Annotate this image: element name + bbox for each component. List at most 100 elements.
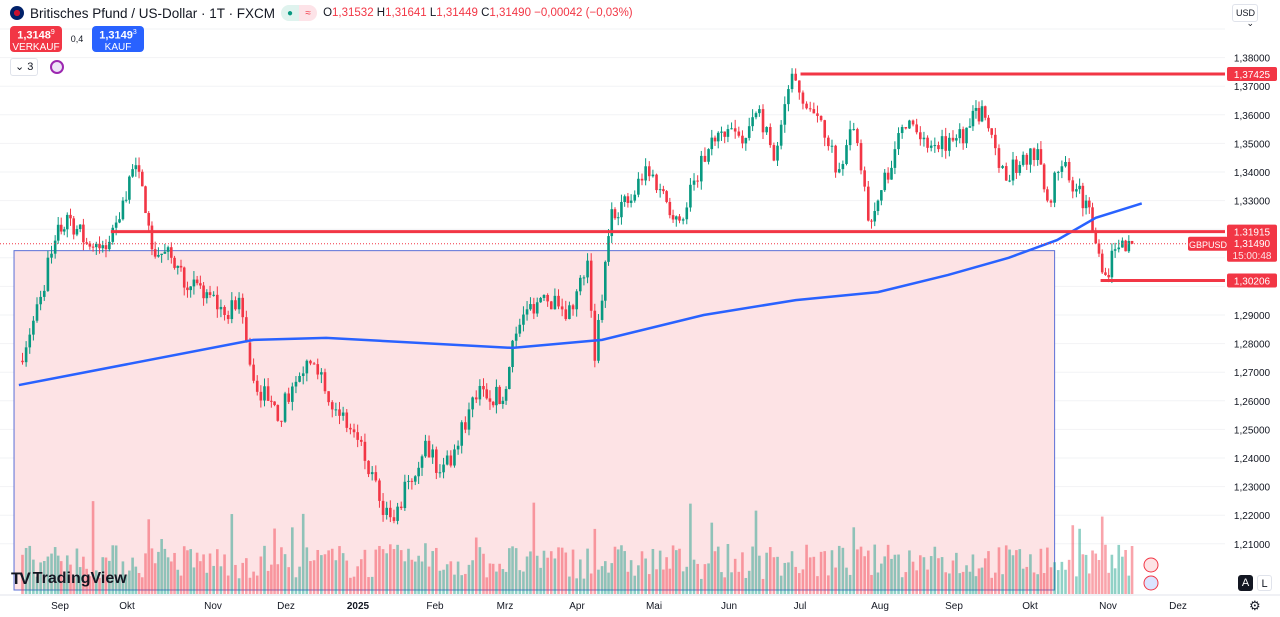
volume-bar (845, 567, 848, 594)
volume-bar (121, 561, 125, 594)
volume-bar (713, 551, 717, 594)
volume-bar (478, 547, 482, 594)
level-price-label-bg (1227, 67, 1277, 82)
candle-body (1053, 172, 1056, 203)
volume-bar (801, 569, 805, 594)
volume-bar (166, 557, 170, 594)
candle-body (1094, 232, 1098, 244)
volume-bar (259, 556, 263, 594)
volume-bar (564, 552, 568, 594)
volume-bar (616, 549, 620, 594)
volume-bar (42, 561, 46, 594)
symbol-title[interactable]: Britisches Pfund / US-Dollar · 1T · FXCM (30, 5, 276, 21)
volume-bar (866, 550, 870, 594)
candle-body (385, 507, 388, 515)
volume-bar (363, 549, 367, 594)
volume-bar (195, 552, 199, 594)
uk-event-icon (1143, 557, 1159, 573)
volume-bar (140, 577, 144, 594)
volume-bar (744, 577, 748, 594)
dot-icon: ● (281, 5, 300, 21)
volume-bar (179, 575, 183, 594)
candle-body (1100, 253, 1104, 273)
price-axis-tick: 1,27000 (1234, 368, 1271, 379)
candle-body (1008, 180, 1011, 182)
candle-body (32, 320, 35, 335)
volume-bar (1064, 569, 1067, 594)
volume-bar (189, 549, 192, 594)
volume-bar (1100, 516, 1104, 594)
candle-body (283, 393, 287, 422)
candle-body (933, 145, 937, 147)
candle-body (301, 373, 305, 376)
candle-body (866, 186, 870, 221)
candle-body (737, 131, 741, 136)
chevron-down-icon: ⌄ (15, 61, 25, 73)
candle-body (189, 286, 192, 291)
price-axis-tick: 1,25000 (1234, 425, 1271, 436)
currency-select[interactable]: USD ⌄ (1232, 4, 1258, 28)
candle-body (323, 372, 327, 392)
candle-body (589, 260, 593, 311)
candle-body (658, 189, 662, 191)
candle-body (674, 216, 678, 220)
level-price-label: 1,30206 (1234, 277, 1271, 288)
candle-body (341, 412, 345, 416)
volume-bar (460, 575, 464, 594)
volume-bar (309, 561, 312, 594)
candle-body (593, 310, 597, 361)
volume-bar (1097, 560, 1101, 594)
volume-bar (396, 544, 399, 594)
volume-bar (1107, 572, 1110, 594)
volume-bar (610, 563, 614, 594)
auto-scale-button[interactable]: A (1238, 575, 1253, 591)
candle-body (226, 315, 230, 320)
candle-body (266, 386, 270, 401)
volume-bar (997, 547, 1001, 594)
price-axis-tick: 1,37000 (1234, 82, 1271, 93)
buy-button[interactable]: 1,31493 KAUF (92, 26, 144, 53)
log-scale-button[interactable]: L (1257, 575, 1272, 591)
settings-icon[interactable]: ⚙ (1249, 598, 1261, 613)
candle-body (1130, 240, 1134, 244)
volume-bar (98, 577, 101, 594)
volume-bar (768, 547, 772, 594)
candle-body (915, 124, 918, 133)
sell-button[interactable]: 1,31489 VERKAUF (10, 26, 62, 53)
volume-bar (399, 550, 403, 594)
candle-body (546, 294, 549, 302)
volume-bar (205, 572, 209, 594)
volume-bar (498, 563, 501, 594)
volume-bar (651, 548, 655, 594)
volume-bar (787, 562, 790, 594)
volume-bar (385, 553, 388, 594)
volume-bar (948, 573, 951, 594)
volume-bar (620, 545, 623, 594)
candle-body (911, 120, 915, 125)
approx-icon: ≈ (299, 5, 318, 21)
candle-body (305, 360, 309, 374)
candle-body (961, 129, 965, 144)
candle-body (987, 117, 990, 129)
volume-bar (779, 575, 783, 594)
candle-body (542, 294, 546, 298)
volume-bar (665, 557, 668, 594)
candle-body (456, 445, 460, 450)
volume-bar (765, 552, 768, 594)
volume-bar (834, 567, 837, 594)
time-axis-tick: Okt (119, 601, 135, 612)
volume-bar (549, 551, 553, 594)
candle-body (508, 367, 511, 389)
candle-body (431, 449, 434, 458)
volume-bar (118, 577, 121, 594)
candle-body (990, 128, 993, 135)
tradingview-logo[interactable]: TV TradingView (11, 569, 127, 588)
candle-body (495, 386, 498, 406)
candle-body (216, 294, 219, 310)
sync-icon[interactable] (50, 60, 65, 74)
market-status[interactable]: ● ≈ (281, 5, 318, 21)
indicators-toggle[interactable]: ⌄ 3 (10, 58, 39, 76)
volume-bar (312, 560, 316, 594)
volume-bar (827, 575, 830, 594)
